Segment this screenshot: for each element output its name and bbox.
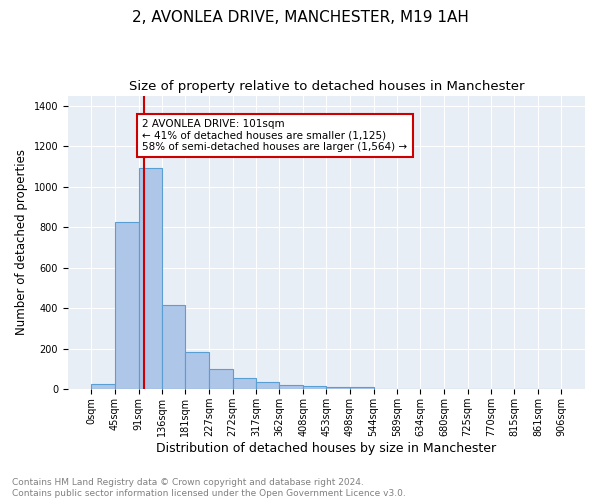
Bar [185, 352, 209, 390]
Title: Size of property relative to detached houses in Manchester: Size of property relative to detached ho… [129, 80, 524, 93]
Text: 2 AVONLEA DRIVE: 101sqm
← 41% of detached houses are smaller (1,125)
58% of semi: 2 AVONLEA DRIVE: 101sqm ← 41% of detache… [142, 119, 407, 152]
Bar [233, 378, 256, 390]
Bar [91, 384, 115, 390]
Bar [209, 369, 233, 390]
Bar [326, 387, 350, 390]
Bar [256, 382, 279, 390]
Bar [162, 305, 185, 390]
Bar [115, 222, 139, 390]
Bar [139, 168, 162, 390]
Text: Contains HM Land Registry data © Crown copyright and database right 2024.
Contai: Contains HM Land Registry data © Crown c… [12, 478, 406, 498]
Y-axis label: Number of detached properties: Number of detached properties [15, 150, 28, 336]
Bar [279, 385, 303, 390]
Bar [303, 386, 326, 390]
Text: 2, AVONLEA DRIVE, MANCHESTER, M19 1AH: 2, AVONLEA DRIVE, MANCHESTER, M19 1AH [131, 10, 469, 25]
X-axis label: Distribution of detached houses by size in Manchester: Distribution of detached houses by size … [157, 442, 497, 455]
Bar [350, 387, 374, 390]
